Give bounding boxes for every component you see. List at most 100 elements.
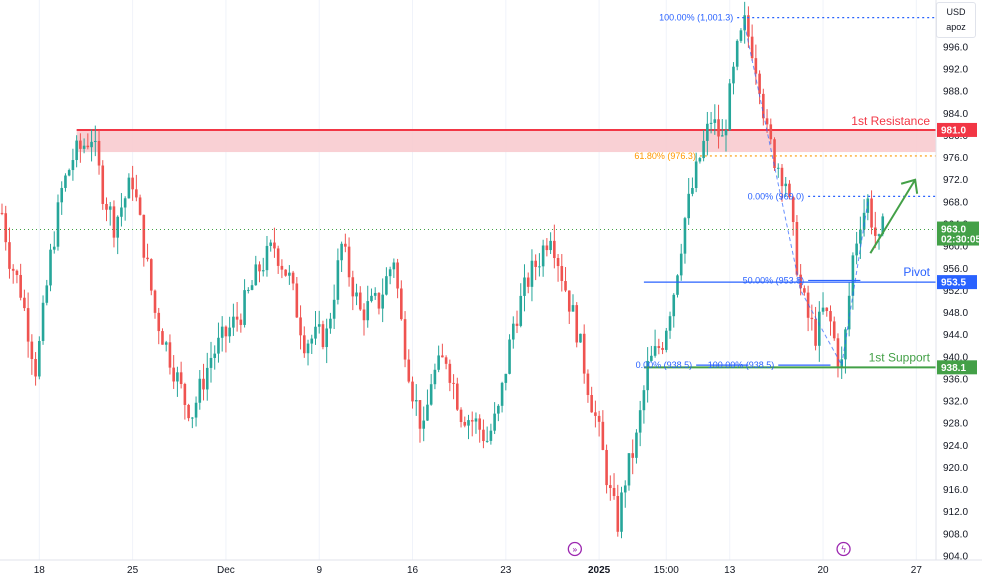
- candle-body: [120, 207, 123, 217]
- candle-body: [821, 307, 825, 312]
- candle-body: [844, 329, 847, 360]
- candle-body: [288, 272, 291, 276]
- candle-body: [605, 449, 608, 486]
- candle-body: [269, 242, 273, 246]
- resistance-label: 1st Resistance: [851, 114, 930, 128]
- price-axis[interactable]: 904.0 908.0 912.0 916.0 920.0 924.0 928.0 932.0…: [935, 0, 982, 582]
- candle-body: [452, 382, 455, 384]
- time-tick-label: 16: [407, 565, 419, 576]
- candle-body: [60, 187, 64, 203]
- candle-body: [38, 340, 41, 377]
- candle-body: [862, 212, 866, 230]
- time-tick-label: 25: [127, 565, 139, 576]
- candle-body: [176, 372, 179, 382]
- candle-body: [295, 283, 299, 318]
- fib-label: 0.00% (969.0): [748, 191, 805, 201]
- candle-body: [317, 324, 321, 327]
- price-tick-label: 948.0: [943, 308, 968, 319]
- candle-body: [138, 197, 142, 215]
- candle-body: [34, 358, 37, 377]
- event-icon[interactable]: [567, 541, 583, 557]
- price-tick-label: 928.0: [943, 419, 968, 430]
- candle-body: [485, 440, 489, 442]
- candle-body: [515, 323, 519, 326]
- candle-body: [646, 360, 649, 391]
- candle-body: [444, 357, 448, 364]
- candle-body: [541, 245, 545, 267]
- candle-body: [851, 255, 855, 296]
- candle-body: [747, 15, 750, 37]
- candle-body: [679, 253, 683, 276]
- support-badge: [937, 360, 977, 375]
- currency-code: USD: [946, 7, 966, 17]
- candle-body: [306, 343, 310, 354]
- candle-body: [765, 118, 769, 125]
- candle-body: [205, 367, 209, 390]
- candle-body: [209, 357, 213, 368]
- candle-body: [422, 420, 426, 429]
- candle-body: [366, 301, 370, 321]
- candle-body: [735, 40, 739, 67]
- candle-body: [795, 222, 799, 275]
- time-axis[interactable]: 18 25 Dec 9 16 23 2025 15:00 13 20 27: [0, 559, 982, 582]
- candle-body: [754, 58, 758, 74]
- fib-levels: 100.00% (1,001.3) 61.80% (976.3) 0.00% (96…: [634, 13, 936, 370]
- price-tick-label: 992.0: [943, 65, 968, 76]
- candle-body: [467, 420, 470, 426]
- time-tick-label: 18: [34, 565, 46, 576]
- candle-body: [504, 373, 508, 383]
- candle-body: [526, 277, 530, 287]
- candle-body: [19, 274, 22, 298]
- candle-body: [299, 317, 302, 336]
- candle-body: [489, 430, 493, 441]
- candle-body: [75, 140, 78, 161]
- candle-body: [67, 170, 71, 176]
- target-arrow-head: [900, 178, 919, 194]
- candle-body: [706, 123, 709, 141]
- price-tick-label: 912.0: [943, 507, 968, 518]
- candle-body: [720, 135, 724, 137]
- candle-body: [623, 485, 627, 493]
- candle-body: [261, 270, 265, 272]
- candle-body: [90, 141, 93, 148]
- price-tick-label: 972.0: [943, 175, 968, 186]
- candle-body: [191, 417, 194, 419]
- candle-body: [676, 275, 679, 295]
- candle-body: [135, 189, 138, 198]
- candle-body: [15, 270, 19, 275]
- candle-body: [56, 202, 60, 247]
- candle-body: [549, 240, 552, 251]
- candle-body: [769, 124, 773, 140]
- candle-body: [71, 160, 75, 171]
- candle-body: [627, 453, 631, 486]
- candle-body: [590, 395, 593, 413]
- lightning-icon[interactable]: [836, 541, 851, 557]
- candle-body: [202, 378, 205, 390]
- candle-body: [728, 83, 732, 131]
- resistance-zone: [76, 129, 936, 153]
- candle-body: [400, 288, 403, 320]
- candle-body: [332, 299, 336, 319]
- currency-box[interactable]: USD apoz: [936, 2, 976, 38]
- candle-body: [329, 318, 332, 329]
- price-tick-label: 936.0: [943, 374, 968, 385]
- candle-body: [108, 206, 112, 210]
- candle-body: [758, 73, 761, 94]
- candle-body: [247, 289, 250, 291]
- candle-body: [459, 409, 463, 422]
- candle-body: [30, 341, 34, 359]
- candle-body: [709, 122, 713, 124]
- price-tick-label: 940.0: [943, 352, 968, 363]
- candle-body: [732, 66, 735, 84]
- last-price-countdown: 02:30:05: [941, 235, 981, 246]
- levels: Pivot 1st Support: [0, 229, 936, 369]
- candle-body: [638, 410, 642, 433]
- candle-body: [344, 243, 347, 247]
- candle-body: [545, 245, 549, 251]
- lightning-icon-glyph: ϟ: [841, 546, 847, 556]
- candle-body: [478, 418, 481, 430]
- candle-body: [157, 312, 161, 332]
- candle-body: [818, 311, 821, 346]
- candle-body: [172, 367, 175, 382]
